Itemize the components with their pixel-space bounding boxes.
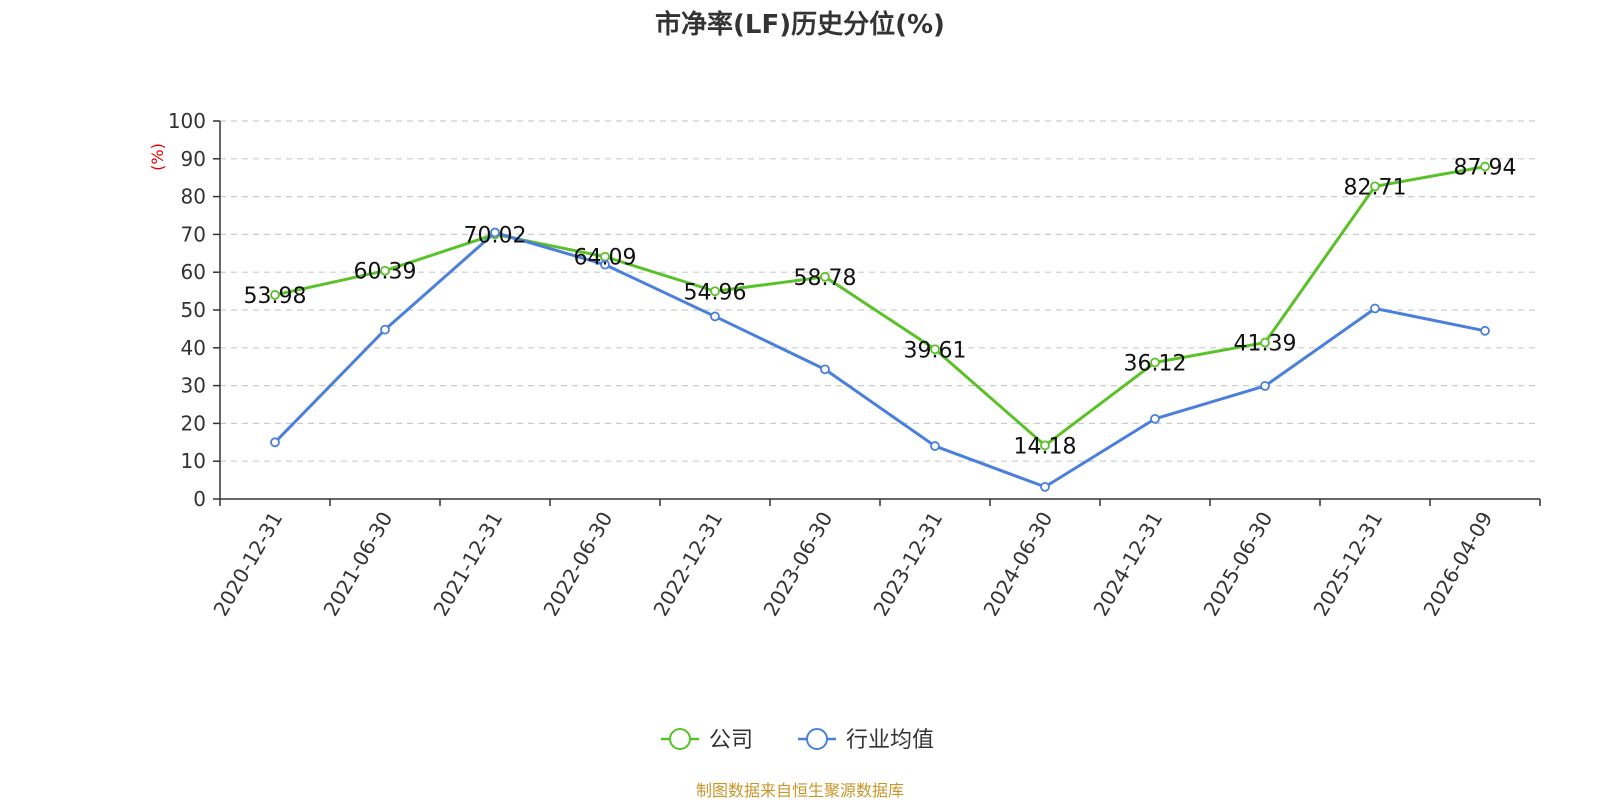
data-point[interactable] [930, 344, 940, 355]
legend[interactable]: 公司 行业均值 [661, 728, 934, 753]
x-tick-label: 2023-06-30 [758, 508, 837, 621]
data-label: 36.12 [1124, 351, 1187, 376]
x-tick-label: 2021-12-31 [428, 508, 507, 621]
y-tick-label: 10 [181, 449, 206, 473]
data-label: 53.98 [244, 284, 307, 309]
x-tick-label: 2021-06-30 [318, 508, 397, 621]
data-label: 87.94 [1454, 156, 1517, 181]
series-lines [270, 161, 1490, 492]
data-point[interactable] [1150, 413, 1160, 424]
axes: 0 10 20 30 40 50 60 70 80 90 100 2020-12-31 2021-06-… [168, 109, 1541, 621]
x-tick-label: 2026-04-09 [1418, 508, 1497, 621]
data-point[interactable] [1370, 303, 1380, 314]
data-point[interactable] [380, 324, 390, 335]
chart-title: 市净率(LF)历史分位(%) [655, 9, 945, 40]
x-tick-label: 2020-12-31 [208, 508, 287, 621]
x-tick-label: 2025-12-31 [1308, 508, 1387, 621]
source-note: 制图数据来自恒生聚源数据库 [696, 781, 904, 800]
data-point[interactable] [930, 441, 940, 451]
data-point[interactable] [270, 437, 280, 448]
data-point[interactable] [270, 290, 280, 300]
x-tick-label: 2022-12-31 [648, 508, 727, 621]
data-point[interactable] [1040, 482, 1050, 492]
data-point[interactable] [710, 311, 720, 322]
y-tick-label: 70 [181, 222, 206, 246]
data-point[interactable] [1150, 357, 1160, 368]
legend-label[interactable]: 公司 [709, 728, 753, 753]
data-label: 41.39 [1234, 332, 1297, 357]
data-label: 14.18 [1014, 434, 1077, 459]
data-point[interactable] [1040, 440, 1050, 451]
data-label: 39.61 [904, 338, 967, 363]
data-label: 82.71 [1344, 175, 1407, 200]
data-labels: 53.98 60.39 70.02 64.09 54.96 58.78 39.61 14.18… [244, 156, 1517, 460]
data-point[interactable] [600, 259, 610, 270]
data-label: 58.78 [794, 266, 857, 291]
x-tick-label: 2023-12-31 [868, 508, 947, 621]
y-tick-label: 20 [181, 411, 206, 435]
data-label: 70.02 [464, 223, 527, 248]
data-point[interactable] [1370, 181, 1380, 192]
data-point[interactable] [1260, 337, 1270, 348]
data-point[interactable] [1260, 381, 1270, 391]
data-point[interactable] [820, 364, 830, 375]
series-line [273, 231, 1486, 489]
legend-label[interactable]: 行业均值 [846, 728, 934, 753]
data-point[interactable] [710, 286, 720, 297]
data-point[interactable] [1480, 161, 1490, 172]
x-tick-label: 2022-06-30 [538, 508, 617, 621]
y-tick-label: 90 [181, 147, 206, 171]
y-tick-label: 60 [181, 260, 206, 284]
y-tick-label: 0 [193, 487, 206, 511]
legend-marker[interactable] [806, 728, 828, 750]
data-label: 54.96 [684, 280, 747, 305]
x-tick-label: 2024-12-31 [1088, 508, 1167, 621]
grid-lines [220, 120, 1540, 462]
y-tick-label: 100 [168, 109, 206, 133]
data-label: 60.39 [354, 260, 417, 285]
legend-marker[interactable] [669, 728, 691, 750]
y-tick-label: 80 [181, 185, 206, 209]
y-tick-label: 50 [181, 298, 206, 322]
data-label: 64.09 [574, 246, 637, 271]
x-tick-label: 2024-06-30 [978, 508, 1057, 621]
y-tick-label: 30 [181, 374, 206, 398]
series-line [274, 165, 1486, 447]
data-point[interactable] [820, 271, 830, 282]
x-tick-label: 2025-06-30 [1198, 508, 1277, 621]
data-point[interactable] [1480, 325, 1490, 336]
data-point[interactable] [380, 265, 390, 276]
y-axis-unit: (%) [148, 143, 167, 171]
data-point[interactable] [490, 227, 500, 238]
y-tick-label: 40 [181, 336, 206, 360]
